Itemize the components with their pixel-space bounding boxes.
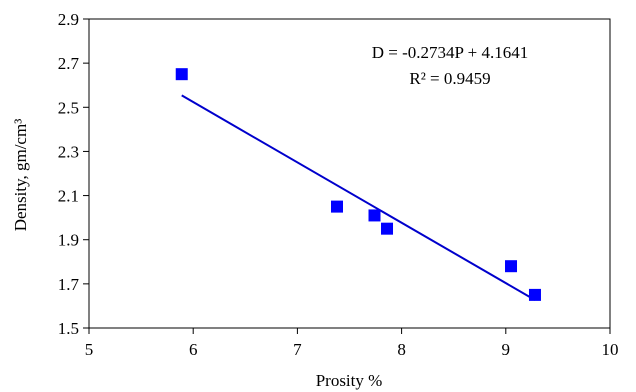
y-axis-ticks: 1.5 1.7 1.9 2.1 2.3 2.5 2.7 2.9 <box>58 10 89 338</box>
x-tick-label: 5 <box>85 340 94 359</box>
data-point <box>528 288 541 301</box>
plot-area-border <box>88 18 611 329</box>
y-tick-label: 1.5 <box>58 319 79 338</box>
regression-equation: D = -0.2734P + 4.1641 <box>372 43 528 62</box>
y-tick-label: 2.9 <box>58 10 79 29</box>
x-tick-label: 8 <box>397 340 406 359</box>
y-tick-label: 1.9 <box>58 231 79 250</box>
y-tick-label: 2.1 <box>58 187 79 206</box>
data-point <box>381 222 394 235</box>
x-tick-label: 9 <box>502 340 511 359</box>
y-tick-label: 2.7 <box>58 54 80 73</box>
x-axis-label: Prosity % <box>316 371 383 390</box>
x-tick-label: 7 <box>293 340 302 359</box>
data-point <box>175 68 188 81</box>
r-squared-label: R² = 0.9459 <box>409 69 490 88</box>
data-point <box>368 209 381 222</box>
data-point <box>330 200 343 213</box>
linear-trendline <box>181 94 536 301</box>
x-tick-label: 6 <box>189 340 198 359</box>
y-tick-label: 1.7 <box>58 275 80 294</box>
x-tick-label: 10 <box>602 340 619 359</box>
y-tick-label: 2.5 <box>58 98 79 117</box>
y-tick-label: 2.3 <box>58 142 79 161</box>
data-point <box>505 260 518 273</box>
x-axis-ticks: 5 6 7 8 9 10 <box>85 328 619 359</box>
data-points <box>175 68 541 301</box>
plot-frame <box>88 18 611 329</box>
y-axis-label: Density, gm/cm³ <box>11 119 30 232</box>
trendline-group <box>181 94 536 301</box>
